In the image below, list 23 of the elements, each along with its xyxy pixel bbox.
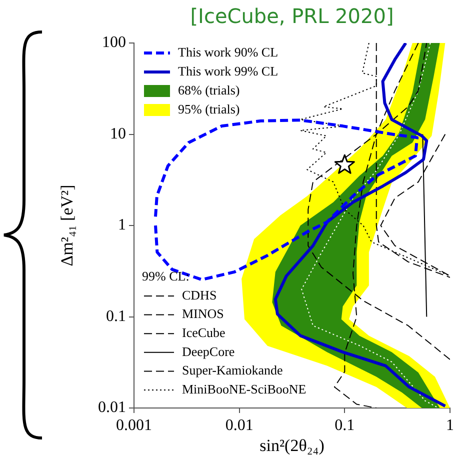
y-tick-label: 1 (118, 216, 126, 234)
chart-title: [IceCube, PRL 2020] (190, 4, 394, 28)
legend-label: DeepCore (182, 344, 235, 359)
legend-label: MINOS (182, 306, 224, 322)
x-tick-label: 0.001 (116, 416, 152, 434)
y-tick-label: 10 (110, 125, 126, 142)
y-tick-label: 0.01 (98, 399, 126, 416)
legend-label: 95% (trials) (178, 101, 240, 116)
x-tick-label: 0.01 (225, 416, 254, 434)
legend-label: This work 90% CL (178, 44, 278, 60)
legend-label: Super-Kamiokande (182, 362, 284, 378)
legend-label: MiniBooNE-SciBooNE (182, 381, 306, 396)
x-tick-label: 0.1 (334, 416, 355, 434)
legend-title: 99% CL: (142, 268, 190, 284)
x-tick-label: 1 (446, 416, 454, 434)
x-axis-title: sin²(2θ₂₄) (260, 436, 324, 455)
y-axis-title: Δm²₄₁ [eV²] (57, 184, 76, 266)
legend-label: 68% (trials) (178, 82, 240, 98)
legend-label: This work 99% CL (178, 63, 278, 78)
legend-label: CDHS (182, 287, 217, 302)
y-tick-label: 100 (102, 34, 126, 52)
y-tick-label: 0.1 (106, 308, 126, 325)
legend-label: IceCube (182, 325, 226, 340)
